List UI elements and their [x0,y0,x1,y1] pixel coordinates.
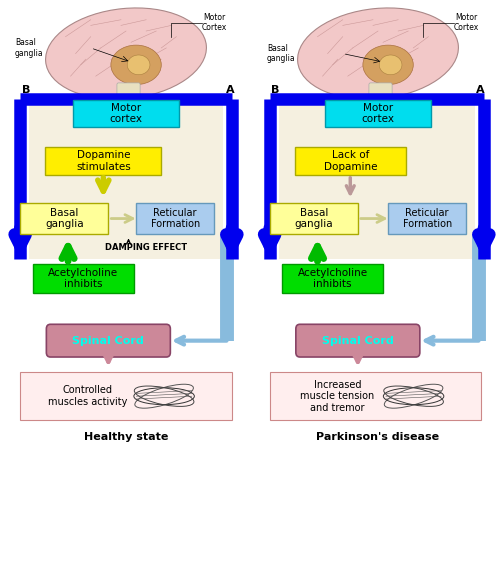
FancyBboxPatch shape [296,324,420,357]
Text: Motor
Cortex: Motor Cortex [202,13,227,32]
Bar [325,100,431,127]
Text: Lack of
Dopamine: Lack of Dopamine [324,150,377,171]
Text: Acetylcholine
inhibits: Acetylcholine inhibits [48,268,118,289]
FancyBboxPatch shape [369,83,392,114]
Text: Reticular
Formation: Reticular Formation [403,208,452,230]
Text: Motor
cortex: Motor cortex [361,103,395,124]
Text: Spinal Cord: Spinal Cord [322,336,394,346]
Text: Basal
ganglia: Basal ganglia [15,38,44,58]
Bar [73,100,179,127]
Bar [33,264,134,293]
Ellipse shape [111,45,161,85]
Text: Parkinson's disease: Parkinson's disease [317,432,439,442]
Text: Motor
Cortex: Motor Cortex [454,13,479,32]
Bar [45,147,161,175]
Bar [29,99,223,259]
FancyBboxPatch shape [117,83,140,114]
Ellipse shape [380,55,402,75]
Bar [20,203,108,234]
Text: Increased
muscle tension
and tremor: Increased muscle tension and tremor [300,380,374,413]
Bar [270,203,358,234]
Bar [388,203,466,234]
Text: Basal
ganglia: Basal ganglia [294,208,333,230]
Text: Dopamine
stimulates: Dopamine stimulates [76,150,131,171]
Bar [282,264,383,293]
Text: Motor
cortex: Motor cortex [109,103,143,124]
Text: DAMPING EFFECT: DAMPING EFFECT [105,243,187,252]
Bar [279,99,475,259]
Ellipse shape [297,8,459,99]
Text: B: B [22,85,31,95]
Bar [295,147,406,175]
Text: Basal
ganglia: Basal ganglia [45,208,84,230]
Text: Spinal Cord: Spinal Cord [73,336,144,346]
Bar [20,372,232,420]
Text: Healthy state: Healthy state [84,432,168,442]
Bar [270,372,481,420]
Text: Acetylcholine
inhibits: Acetylcholine inhibits [297,268,368,289]
Text: Reticular
Formation: Reticular Formation [151,208,200,230]
Text: Basal
ganglia: Basal ganglia [267,44,296,63]
Bar [136,203,214,234]
Ellipse shape [45,8,207,99]
Ellipse shape [127,55,150,75]
Text: B: B [271,85,280,95]
FancyBboxPatch shape [46,324,170,357]
Text: A: A [476,85,484,95]
Ellipse shape [363,45,413,85]
Text: Controlled
muscles activity: Controlled muscles activity [48,385,128,407]
Text: A: A [226,85,234,95]
